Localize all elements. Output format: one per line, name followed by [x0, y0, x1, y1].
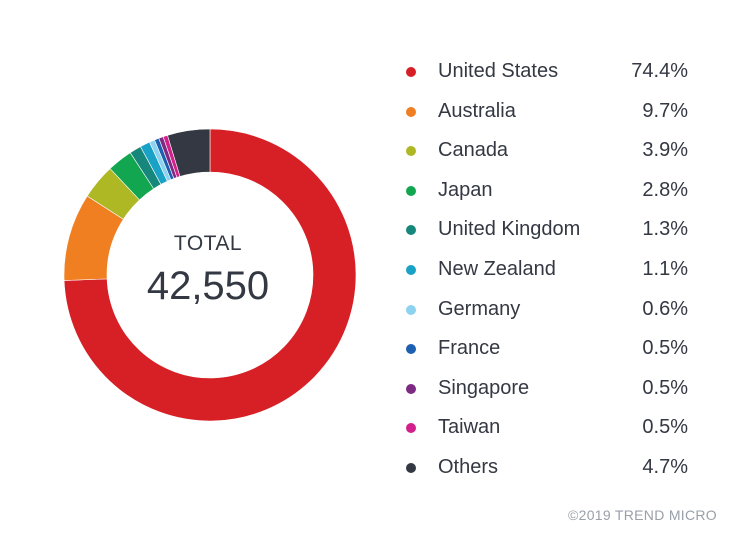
- legend-label-united-kingdom: United Kingdom: [438, 218, 581, 241]
- legend-value-australia: 9.7%: [642, 99, 688, 122]
- legend-item-germany: Germany 0.6%: [403, 290, 703, 330]
- legend-label-france: France: [438, 337, 501, 360]
- legend-item-australia: Australia 9.7%: [403, 92, 703, 132]
- legend-dot-singapore: [406, 383, 416, 394]
- legend-value-canada: 3.9%: [642, 139, 688, 162]
- legend-dot-taiwan: [406, 423, 416, 434]
- legend-dot-united-states: [406, 67, 416, 77]
- legend-label-australia: Australia: [438, 99, 516, 122]
- legend-dot-australia: [406, 106, 416, 117]
- legend-item-united-states: United States 74.4%: [403, 52, 703, 92]
- legend: United States 74.4% Australia 9.7% Canada 3.9…: [403, 52, 703, 488]
- legend-item-canada: Canada 3.9%: [403, 131, 703, 171]
- legend-value-taiwan: 0.5%: [642, 416, 688, 439]
- legend-label-new-zealand: New Zealand: [438, 257, 556, 280]
- legend-value-japan: 2.8%: [642, 178, 688, 201]
- donut-slice-united-states: [63, 128, 357, 422]
- legend-item-taiwan: Taiwan 0.5%: [403, 408, 703, 448]
- legend-value-united-states: 74.4%: [631, 60, 688, 82]
- legend-value-others: 4.7%: [642, 455, 688, 478]
- legend-label-japan: Japan: [438, 178, 493, 201]
- legend-dot-united-kingdom: [406, 225, 416, 236]
- legend-value-new-zealand: 1.1%: [642, 257, 688, 280]
- legend-label-singapore: Singapore: [438, 376, 530, 399]
- legend-label-others: Others: [438, 455, 499, 478]
- center-total-label: TOTAL: [173, 232, 243, 255]
- copyright-text: ©2019 TREND MICRO: [568, 507, 717, 523]
- legend-dot-canada: [406, 146, 416, 157]
- legend-label-united-states: United States: [438, 60, 559, 82]
- legend-label-canada: Canada: [438, 139, 509, 162]
- legend-item-others: Others 4.7%: [403, 448, 703, 488]
- legend-item-japan: Japan 2.8%: [403, 171, 703, 211]
- legend-dot-japan: [406, 185, 416, 196]
- legend-dot-others: [406, 462, 416, 473]
- legend-dot-germany: [406, 304, 416, 315]
- legend-label-taiwan: Taiwan: [438, 416, 501, 439]
- legend-value-france: 0.5%: [642, 337, 688, 360]
- legend-dot-france: [406, 344, 416, 355]
- legend-value-united-kingdom: 1.3%: [642, 218, 688, 241]
- donut-chart: [63, 128, 357, 422]
- legend-dot-new-zealand: [406, 264, 416, 275]
- donut-slice-others: [167, 128, 211, 177]
- legend-item-new-zealand: New Zealand 1.1%: [403, 250, 703, 290]
- center-total-value: 42,550: [146, 264, 270, 308]
- legend-value-germany: 0.6%: [642, 297, 688, 320]
- legend-item-united-kingdom: United Kingdom 1.3%: [403, 210, 703, 250]
- legend-label-germany: Germany: [438, 297, 521, 320]
- legend-value-singapore: 0.5%: [642, 376, 688, 399]
- legend-item-singapore: Singapore 0.5%: [403, 369, 703, 409]
- legend-item-france: France 0.5%: [403, 329, 703, 369]
